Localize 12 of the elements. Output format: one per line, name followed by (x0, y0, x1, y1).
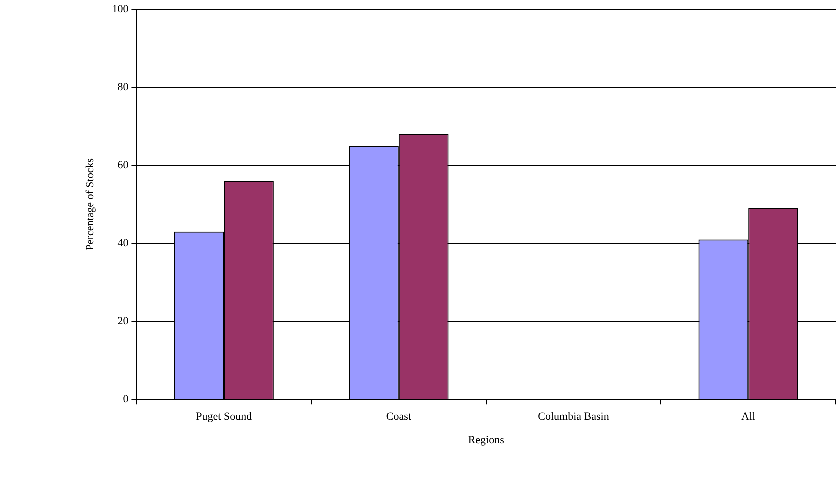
y-tick-label: 20 (118, 315, 130, 328)
x-axis-title: Regions (468, 434, 504, 446)
y-tick-label: 40 (118, 237, 130, 250)
x-tick-label: Puget Sound (196, 411, 253, 424)
x-tick-label: All (742, 411, 756, 424)
y-tick-label: 100 (112, 3, 130, 16)
y-tick-label: 0 (123, 393, 130, 406)
y-tick-label: 80 (118, 81, 130, 94)
y-tick-label: 60 (118, 159, 130, 172)
y-axis-title: Percentage of Stocks (84, 158, 96, 251)
x-tick-label: Columbia Basin (538, 411, 610, 424)
x-tick-label: Coast (386, 411, 412, 424)
